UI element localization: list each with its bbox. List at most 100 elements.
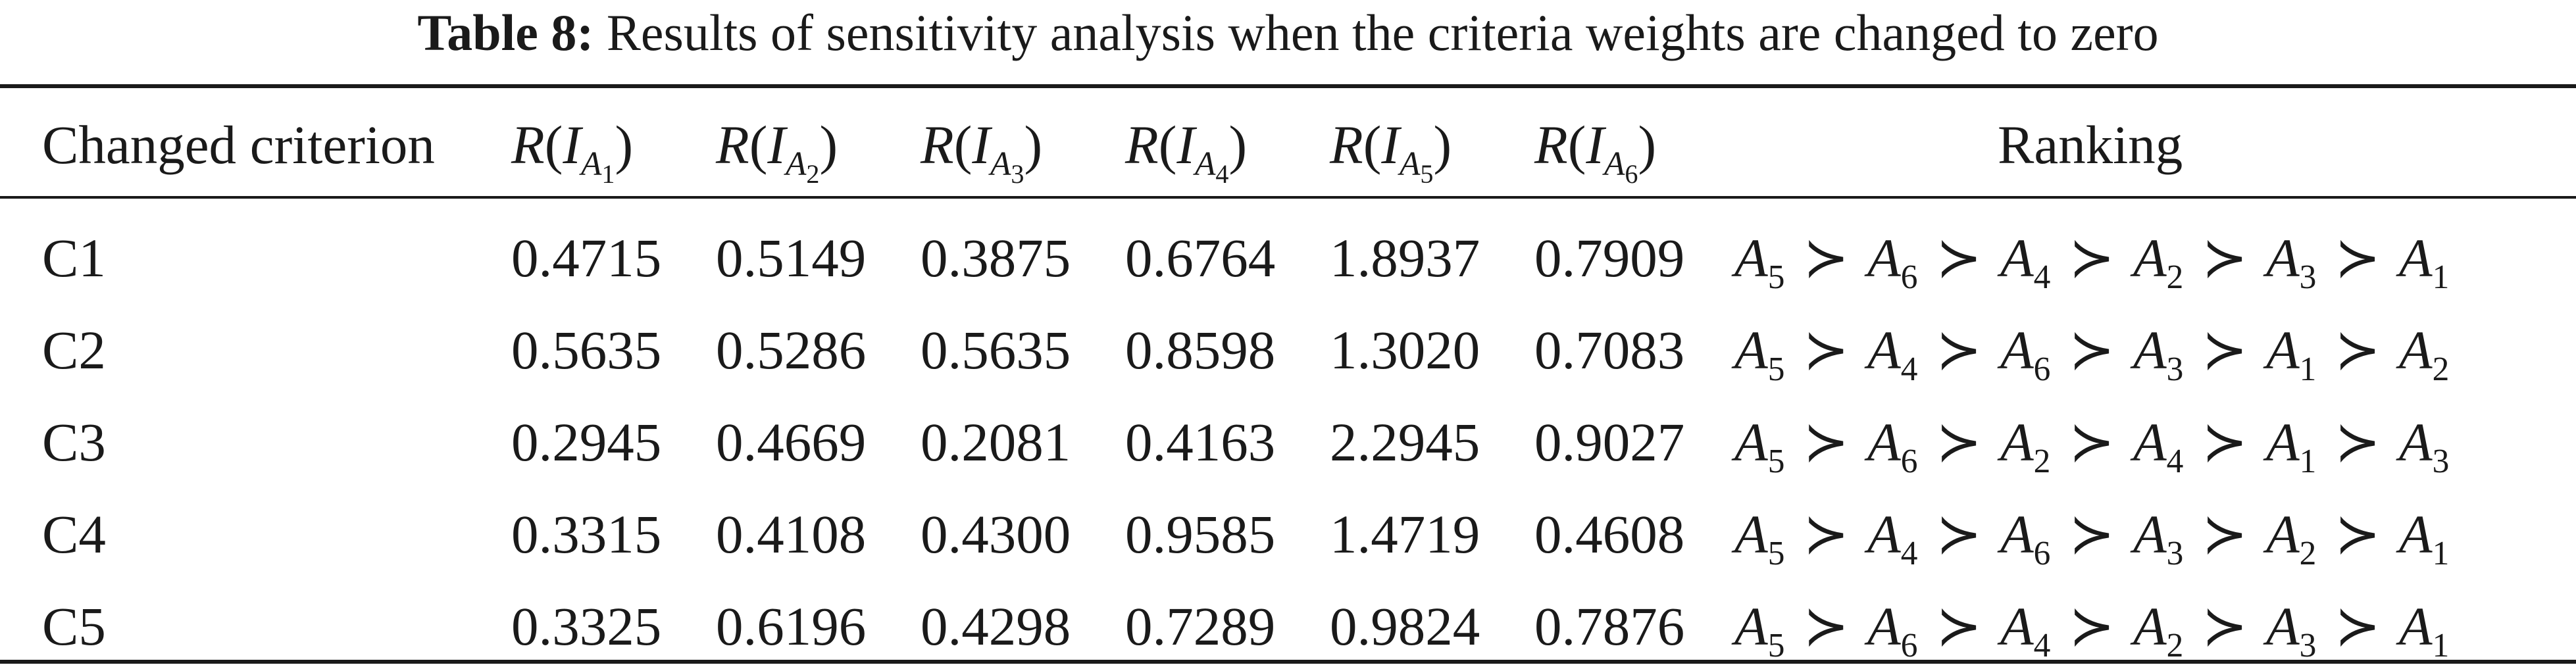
- row-criterion: C2: [42, 320, 106, 380]
- succeeds-symbol: ≻: [2335, 596, 2381, 656]
- ranking-alternative-index: 5: [1767, 627, 1785, 664]
- row-value-r6: 0.4608: [1534, 504, 1685, 564]
- row-value-r4: 0.8598: [1125, 320, 1276, 380]
- ranking-alternative: A4: [1867, 320, 1918, 388]
- succeeds-symbol: ≻: [1803, 504, 1849, 564]
- succeeds-symbol: ≻: [1936, 504, 1982, 564]
- header-sub-index: 2: [806, 159, 820, 189]
- row-value-r1: 0.3325: [511, 596, 662, 656]
- header-subscript: A5: [1400, 145, 1434, 187]
- succeeds-symbol: ≻: [1803, 412, 1849, 472]
- succeeds-symbol: ≻: [2069, 504, 2115, 564]
- header-sub-letter: A: [580, 145, 602, 183]
- ranking-alternative-index: 6: [1900, 443, 1918, 480]
- succeeds-symbol: ≻: [2335, 504, 2381, 564]
- ranking-alternative: A2: [2133, 228, 2184, 296]
- header-sub-index: 4: [1215, 159, 1229, 189]
- header-r-2: R(IA2): [716, 114, 838, 189]
- row-value-r6: 0.7083: [1534, 320, 1685, 380]
- ranking-alternative: A4: [2133, 412, 2184, 480]
- row-ranking: A5 ≻ A6 ≻ A4 ≻ A2 ≻ A3 ≻ A1: [1734, 593, 2450, 664]
- row-value-r4: 0.9585: [1125, 504, 1276, 564]
- ranking-alternative: A1: [2265, 412, 2317, 480]
- ranking-alternative-index: 3: [2432, 443, 2450, 480]
- ranking-alternative-index: 1: [2299, 443, 2317, 480]
- table-caption-text: Results of sensitivity analysis when the…: [606, 4, 2159, 61]
- row-value-r4: 0.6764: [1125, 228, 1276, 288]
- row-value-r6: 0.7876: [1534, 596, 1685, 656]
- header-sub-letter: A: [785, 145, 807, 183]
- ranking-alternative-index: 1: [2432, 627, 2450, 664]
- ranking-alternative: A5: [1734, 412, 1785, 480]
- row-criterion: C4: [42, 504, 106, 564]
- ranking-alternative: A6: [2000, 320, 2051, 388]
- ranking-alternative-index: 4: [1900, 535, 1918, 572]
- ranking-alternative: A6: [1867, 228, 1918, 296]
- ranking-alternative-index: 3: [2299, 627, 2317, 664]
- header-subscript: A6: [1604, 145, 1638, 187]
- succeeds-symbol: ≻: [1803, 320, 1849, 380]
- succeeds-symbol: ≻: [2202, 320, 2248, 380]
- ranking-alternative: A2: [2398, 320, 2450, 388]
- ranking-alternative: A4: [2000, 596, 2051, 664]
- header-ranking: Ranking: [1998, 114, 2183, 175]
- succeeds-symbol: ≻: [2335, 320, 2381, 380]
- table-top-rule: [0, 84, 2576, 88]
- ranking-alternative: A5: [1734, 320, 1785, 388]
- ranking-alternative-index: 1: [2432, 535, 2450, 572]
- ranking-alternative-index: 6: [2033, 351, 2051, 388]
- succeeds-symbol: ≻: [2069, 412, 2115, 472]
- ranking-alternative-index: 2: [2166, 627, 2184, 664]
- header-sub-letter: A: [990, 145, 1011, 183]
- row-ranking: A5 ≻ A4 ≻ A6 ≻ A3 ≻ A2 ≻ A1: [1734, 501, 2450, 572]
- row-value-r5: 1.3020: [1330, 320, 1480, 380]
- row-criterion: C5: [42, 596, 106, 656]
- ranking-alternative: A2: [2265, 504, 2317, 572]
- header-r-1: R(IA1): [511, 114, 634, 189]
- ranking-alternative: A1: [2398, 228, 2450, 296]
- table-caption-label: Table 8:: [417, 4, 594, 61]
- succeeds-symbol: ≻: [2335, 228, 2381, 288]
- ranking-alternative: A1: [2398, 596, 2450, 664]
- ranking-alternative-index: 4: [2166, 443, 2184, 480]
- succeeds-symbol: ≻: [1803, 596, 1849, 656]
- header-i-symbol: I: [1381, 114, 1400, 175]
- succeeds-symbol: ≻: [2335, 412, 2381, 472]
- succeeds-symbol: ≻: [2202, 504, 2248, 564]
- ranking-alternative: A5: [1734, 228, 1785, 296]
- header-subscript: A2: [785, 145, 820, 187]
- header-r-symbol: R: [511, 114, 545, 175]
- row-value-r3: 0.4298: [921, 596, 1071, 656]
- row-value-r6: 0.7909: [1534, 228, 1685, 288]
- ranking-alternative: A4: [1867, 504, 1918, 572]
- ranking-alternative: A2: [2133, 596, 2184, 664]
- header-subscript: A1: [580, 145, 615, 187]
- ranking-alternative-index: 5: [1767, 535, 1785, 572]
- ranking-alternative-index: 4: [1900, 351, 1918, 388]
- header-i-symbol: I: [563, 114, 581, 175]
- ranking-alternative: A1: [2398, 504, 2450, 572]
- row-value-r3: 0.3875: [921, 228, 1071, 288]
- header-i-symbol: I: [1586, 114, 1604, 175]
- ranking-alternative: A3: [2398, 412, 2450, 480]
- ranking-alternative-index: 5: [1767, 259, 1785, 296]
- ranking-alternative: A3: [2265, 596, 2317, 664]
- row-value-r5: 2.2945: [1330, 412, 1480, 472]
- header-sub-index: 5: [1420, 159, 1434, 189]
- row-value-r2: 0.4669: [716, 412, 867, 472]
- header-r-symbol: R: [921, 114, 954, 175]
- row-value-r1: 0.3315: [511, 504, 662, 564]
- succeeds-symbol: ≻: [2069, 320, 2115, 380]
- ranking-alternative: A3: [2265, 228, 2317, 296]
- succeeds-symbol: ≻: [2069, 228, 2115, 288]
- header-r-3: R(IA3): [921, 114, 1043, 189]
- ranking-alternative: A1: [2265, 320, 2317, 388]
- row-criterion: C1: [42, 228, 106, 288]
- ranking-alternative: A6: [1867, 412, 1918, 480]
- succeeds-symbol: ≻: [1936, 596, 1982, 656]
- ranking-alternative-index: 2: [2166, 259, 2184, 296]
- row-ranking: A5 ≻ A4 ≻ A6 ≻ A3 ≻ A1 ≻ A2: [1734, 317, 2450, 388]
- ranking-alternative-index: 2: [2299, 535, 2317, 572]
- header-subscript: A3: [990, 145, 1024, 187]
- ranking-alternative-index: 1: [2432, 259, 2450, 296]
